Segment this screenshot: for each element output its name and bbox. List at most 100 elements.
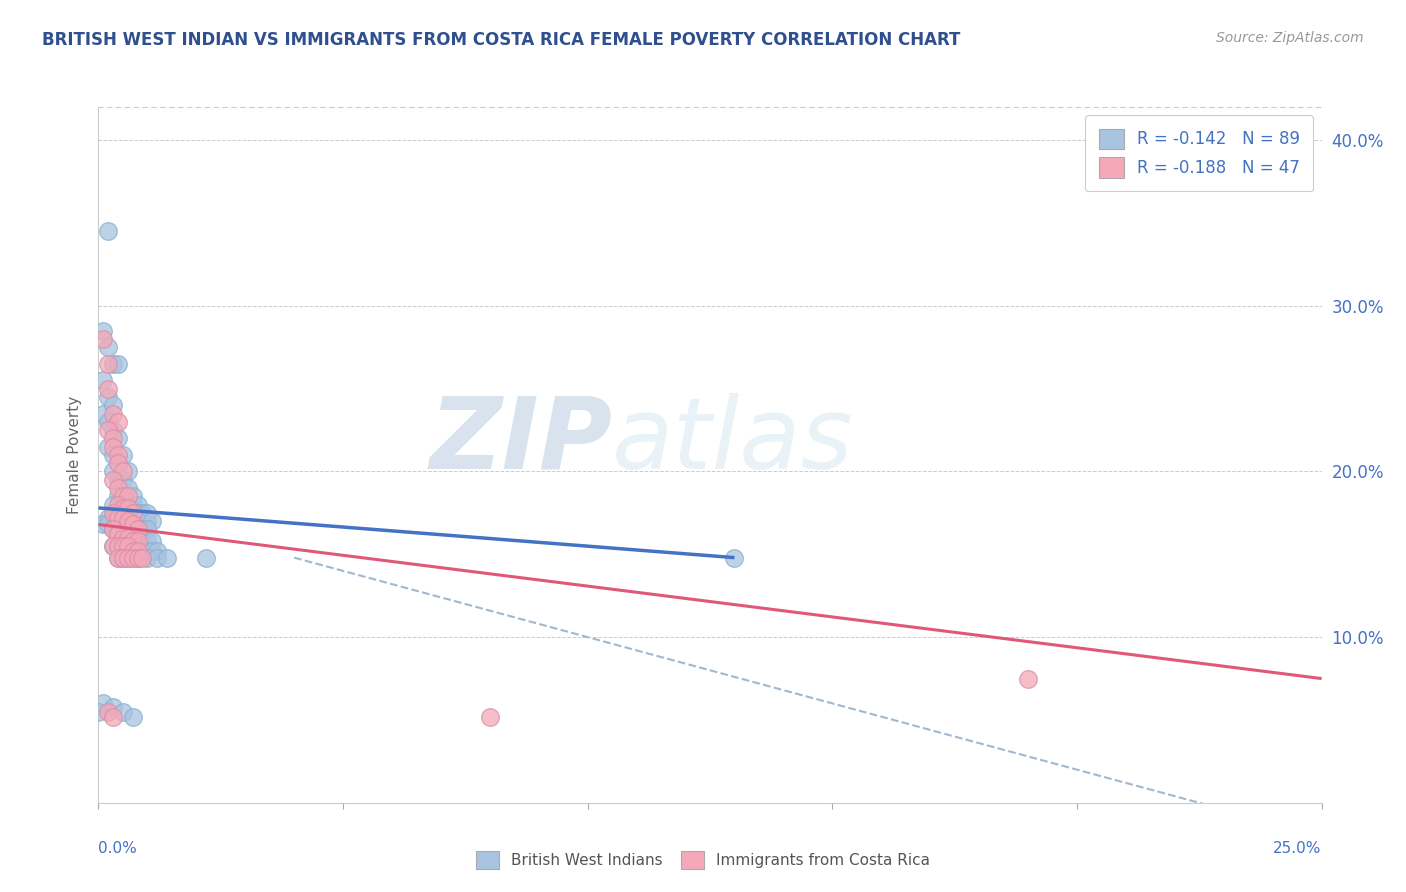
Point — [111, 489, 134, 503]
Point — [97, 705, 120, 719]
Point — [195, 550, 218, 565]
Point — [141, 514, 163, 528]
Point — [117, 523, 139, 537]
Point — [101, 440, 124, 454]
Point — [91, 332, 114, 346]
Point — [136, 523, 159, 537]
Point — [117, 527, 139, 541]
Point — [121, 523, 143, 537]
Point — [101, 423, 124, 437]
Point — [107, 506, 129, 520]
Point — [117, 481, 139, 495]
Point — [91, 517, 114, 532]
Point — [111, 539, 134, 553]
Point — [117, 531, 139, 545]
Point — [131, 550, 153, 565]
Point — [131, 523, 153, 537]
Point — [101, 699, 124, 714]
Point — [107, 550, 129, 565]
Point — [107, 489, 129, 503]
Point — [101, 398, 124, 412]
Point — [97, 340, 120, 354]
Point — [121, 539, 143, 553]
Text: 0.0%: 0.0% — [98, 841, 138, 856]
Point — [117, 506, 139, 520]
Point — [107, 357, 129, 371]
Point — [127, 523, 149, 537]
Point — [127, 498, 149, 512]
Point — [1017, 672, 1039, 686]
Point — [111, 550, 134, 565]
Point — [127, 550, 149, 565]
Point — [146, 550, 169, 565]
Legend: R = -0.142   N = 89, R = -0.188   N = 47: R = -0.142 N = 89, R = -0.188 N = 47 — [1085, 115, 1313, 191]
Point — [723, 550, 745, 565]
Point — [121, 544, 143, 558]
Point — [117, 514, 139, 528]
Point — [127, 539, 149, 553]
Point — [97, 440, 120, 454]
Point — [111, 539, 134, 553]
Point — [97, 511, 120, 525]
Point — [107, 431, 129, 445]
Point — [131, 544, 153, 558]
Point — [136, 544, 159, 558]
Point — [141, 544, 163, 558]
Legend: British West Indians, Immigrants from Costa Rica: British West Indians, Immigrants from Co… — [470, 845, 936, 875]
Point — [111, 550, 134, 565]
Point — [136, 534, 159, 549]
Point — [131, 534, 153, 549]
Point — [97, 390, 120, 404]
Point — [121, 534, 143, 549]
Point — [107, 523, 129, 537]
Point — [107, 456, 129, 470]
Point — [111, 448, 134, 462]
Point — [107, 498, 129, 512]
Point — [101, 539, 124, 553]
Point — [111, 498, 134, 512]
Point — [156, 550, 179, 565]
Point — [97, 517, 120, 532]
Point — [111, 527, 134, 541]
Point — [111, 465, 134, 479]
Point — [117, 500, 139, 515]
Point — [107, 456, 129, 470]
Point — [111, 514, 134, 528]
Point — [97, 415, 120, 429]
Point — [101, 448, 124, 462]
Point — [107, 550, 129, 565]
Point — [121, 498, 143, 512]
Point — [117, 498, 139, 512]
Point — [121, 531, 143, 545]
Point — [117, 489, 139, 503]
Point — [91, 373, 114, 387]
Point — [107, 473, 129, 487]
Point — [111, 506, 134, 520]
Point — [111, 473, 134, 487]
Point — [91, 697, 114, 711]
Point — [111, 705, 134, 719]
Point — [91, 407, 114, 421]
Point — [101, 539, 124, 553]
Point — [121, 489, 143, 503]
Point — [127, 534, 149, 549]
Point — [121, 550, 143, 565]
Point — [131, 514, 153, 528]
Point — [141, 534, 163, 549]
Point — [111, 511, 134, 525]
Point — [117, 465, 139, 479]
Point — [127, 506, 149, 520]
Point — [101, 511, 124, 525]
Point — [101, 506, 124, 520]
Point — [107, 527, 129, 541]
Point — [478, 709, 501, 723]
Point — [121, 506, 143, 520]
Point — [97, 357, 120, 371]
Point — [87, 705, 110, 719]
Point — [107, 527, 129, 541]
Point — [127, 534, 149, 549]
Point — [127, 550, 149, 565]
Text: BRITISH WEST INDIAN VS IMMIGRANTS FROM COSTA RICA FEMALE POVERTY CORRELATION CHA: BRITISH WEST INDIAN VS IMMIGRANTS FROM C… — [42, 31, 960, 49]
Point — [101, 523, 124, 537]
Point — [121, 709, 143, 723]
